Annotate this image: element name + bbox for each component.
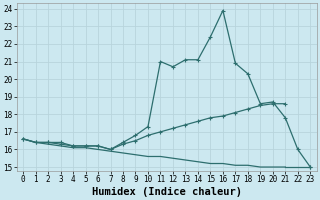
X-axis label: Humidex (Indice chaleur): Humidex (Indice chaleur) bbox=[92, 186, 242, 197]
